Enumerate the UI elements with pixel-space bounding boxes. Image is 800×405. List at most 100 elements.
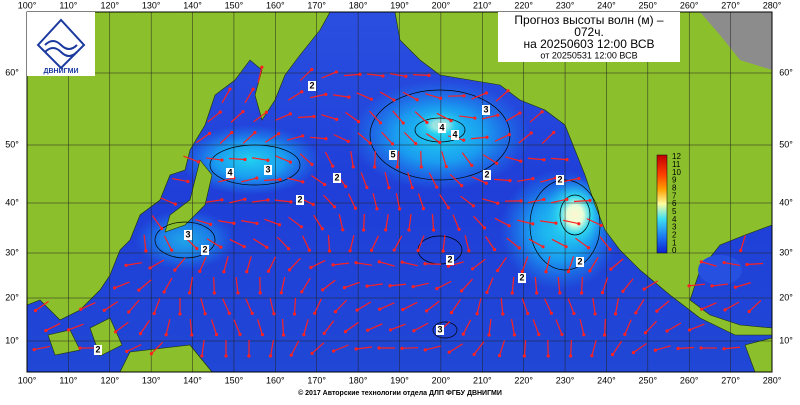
arrow-head: [587, 246, 590, 249]
arrow-head: [632, 351, 635, 354]
arrow-head: [467, 249, 470, 252]
arrow-head: [739, 249, 742, 252]
lat-label: 50°: [779, 139, 793, 149]
arrow-head: [473, 116, 476, 119]
arrow-head: [577, 177, 580, 180]
arrow-head: [369, 142, 372, 145]
arrow-head: [400, 347, 403, 350]
arrow-head: [471, 267, 474, 270]
arrow-head: [334, 310, 337, 313]
arrow-head: [209, 223, 212, 226]
copyright: © 2017 Авторские технологии отдела ДЛП Ф…: [298, 389, 502, 397]
arrow-head: [33, 348, 36, 351]
arrow-head: [265, 246, 268, 249]
lon-label: 230°: [556, 375, 575, 385]
arrow-head: [623, 333, 626, 336]
arrow-head: [580, 291, 583, 294]
arrow-head: [266, 198, 269, 201]
arrow-head: [356, 308, 359, 311]
arrow-head: [335, 70, 338, 73]
lon-label: 190°: [390, 0, 409, 10]
arrow-head: [518, 246, 521, 249]
lon-label: 240°: [597, 375, 616, 385]
lat-label: 20°: [779, 292, 793, 302]
arrow-head: [282, 333, 285, 336]
arrow-head: [174, 203, 177, 206]
colorbar: [657, 155, 667, 253]
arrow-head: [552, 131, 555, 134]
arrow-head: [447, 265, 450, 268]
lon-label: 140°: [183, 0, 202, 10]
arrow-head: [511, 291, 514, 294]
arrow-head: [544, 270, 547, 273]
arrow-head: [253, 131, 256, 134]
arrow-head: [219, 246, 222, 249]
arrow-head: [255, 222, 258, 225]
arrow-head: [373, 165, 376, 168]
lon-label: 150°: [225, 375, 244, 385]
arrow-head: [230, 131, 233, 134]
arrow-head: [567, 270, 570, 273]
arrow-head: [188, 291, 191, 294]
arrow-head: [537, 333, 540, 336]
arrow-head: [243, 245, 246, 248]
contour-label: 2: [334, 172, 339, 182]
arrow-head: [365, 186, 368, 189]
arrow-head: [485, 91, 488, 94]
lon-label: 240°: [597, 0, 616, 10]
lat-label: 40°: [779, 197, 793, 207]
arrow-head: [165, 333, 168, 336]
arrow-head: [414, 142, 417, 145]
arrow-head: [331, 263, 334, 266]
arrow-head: [447, 206, 450, 209]
arrow-head: [278, 178, 281, 181]
logo: ДВНИГМИ: [27, 12, 95, 76]
wave-arrow: [421, 151, 422, 167]
arrow-head: [344, 185, 347, 188]
arrow-head: [523, 354, 526, 357]
arrow-head: [79, 308, 82, 311]
arrow-head: [609, 268, 612, 271]
arrow-head: [442, 249, 445, 252]
arrow-head: [472, 204, 475, 207]
arrow-head: [387, 186, 390, 189]
arrow-head: [542, 158, 545, 161]
arrow-head: [588, 199, 591, 202]
arrow-head: [332, 349, 335, 352]
lon-label: 110°: [59, 0, 77, 10]
title-line: от 20250531 12:00 ВСВ: [540, 50, 637, 60]
arrow-head: [160, 227, 163, 230]
arrow-head: [391, 142, 394, 145]
arrow-head: [144, 249, 147, 252]
arrow-head: [590, 354, 593, 357]
lon-label: 260°: [680, 375, 699, 385]
arrow-head: [197, 160, 200, 163]
arrow-head: [265, 111, 268, 114]
arrow-head: [365, 284, 368, 287]
lon-label: 200°: [432, 0, 451, 10]
arrow-head: [526, 312, 529, 315]
arrow-head: [448, 351, 451, 354]
arrow-head: [392, 98, 395, 101]
contour-label: 3: [437, 324, 442, 334]
arrow-head: [577, 222, 580, 225]
arrow-head: [236, 291, 239, 294]
arrow-head: [495, 162, 498, 165]
arrow-head: [439, 97, 442, 100]
wave-arrow: [214, 277, 215, 293]
arrow-head: [407, 228, 410, 231]
arrow-head: [435, 185, 438, 188]
arrow-head: [506, 89, 509, 92]
arrow-head: [396, 165, 399, 168]
lon-label: 160°: [266, 0, 285, 10]
arrow-head: [343, 286, 346, 289]
arrow-head: [519, 199, 522, 202]
arrow-head: [78, 346, 81, 349]
arrow-head: [219, 110, 222, 113]
contour-label: 2: [297, 194, 302, 204]
arrow-head: [243, 158, 246, 161]
arrow-head: [569, 354, 572, 357]
lat-label: 60°: [779, 67, 793, 77]
arrow-head: [228, 312, 231, 315]
